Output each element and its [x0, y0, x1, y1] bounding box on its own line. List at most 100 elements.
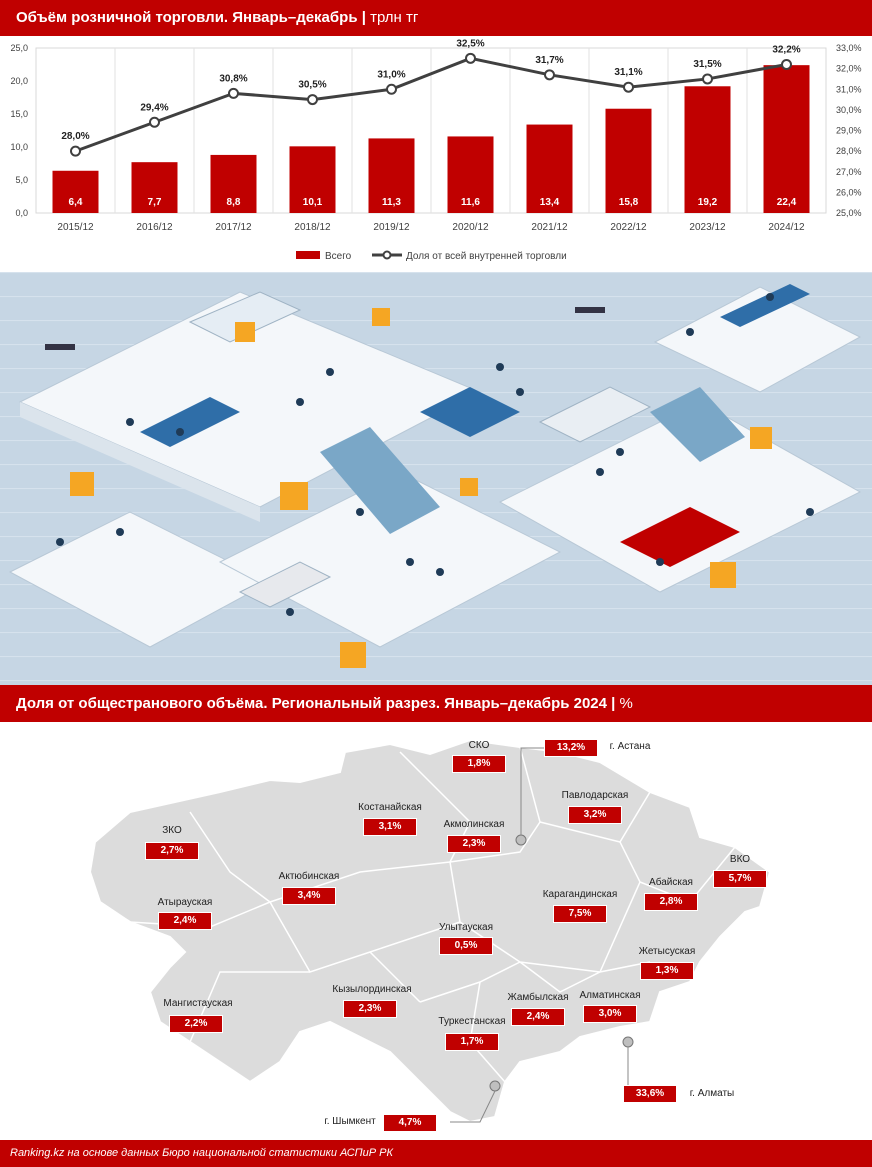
region-value: 7,5% [553, 905, 607, 923]
x-tick-label: 2018/12 [294, 222, 331, 233]
chart-unit: трлн тг [370, 9, 419, 26]
bar-value-label: 15,8 [619, 197, 639, 208]
y2-tick-label: 32,0% [836, 64, 862, 74]
bar [526, 124, 573, 213]
region-value: 1,3% [640, 962, 694, 980]
region-value: 2,8% [644, 893, 698, 911]
share-point [465, 52, 476, 64]
chart-title-wrap: Объём розничной торговли. Январь–декабрь… [16, 9, 418, 26]
share-point [781, 59, 792, 70]
bar-value-label: 13,4 [540, 197, 560, 208]
share-value-label: 30,5% [298, 80, 326, 91]
shymkent-marker [489, 1080, 501, 1092]
title-separator: | [361, 9, 371, 26]
city-value: 33,6% [623, 1085, 677, 1103]
shopping-mall-illustration [0, 272, 872, 685]
isometric-mall-drawing [0, 272, 872, 685]
share-value-label: 32,2% [772, 45, 800, 56]
legend-line-marker [382, 250, 392, 260]
region-label: Актюбинская [278, 871, 340, 882]
share-point [70, 145, 81, 157]
y-tick-label: 25,0 [10, 43, 28, 53]
chart-title: Объём розничной торговли. Январь–декабрь [16, 9, 358, 26]
region-label: Туркестанская [438, 1016, 506, 1027]
region-value: 3,1% [363, 818, 417, 836]
region-value: 2,3% [447, 835, 501, 853]
y2-tick-label: 25,0% [836, 208, 862, 218]
region-label: СКО [468, 740, 490, 751]
share-line [74, 56, 787, 153]
share-value-label: 31,5% [693, 59, 721, 70]
bar [210, 154, 257, 213]
x-tick-label: 2016/12 [136, 222, 173, 233]
bar [289, 146, 336, 213]
share-value-label: 30,8% [219, 73, 247, 84]
region-label: Акмолинская [443, 819, 505, 830]
y2-tick-label: 29,0% [836, 126, 862, 136]
x-tick-label: 2017/12 [215, 222, 252, 233]
region-label: Мангистауская [163, 998, 233, 1009]
source-note: Ranking.kz на основе данных Бюро национа… [10, 1147, 393, 1159]
share-value-label: 31,7% [535, 55, 563, 66]
x-tick-label: 2019/12 [373, 222, 410, 233]
region-value: 5,7% [713, 870, 767, 888]
region-value: 2,4% [158, 912, 212, 930]
footer: Ranking.kz на основе данных Бюро национа… [0, 1140, 872, 1167]
retail-volume-chart: 0,0 5,0 10,0 15,0 20,0 25,0 25,0% 26,0% 27,0% 28,… [10, 38, 862, 262]
bar-value-label: 10,1 [303, 197, 323, 208]
bar [368, 138, 415, 213]
bar [684, 86, 731, 213]
region-label: Улытауская [438, 922, 494, 933]
legend-bar-label: Всего [325, 251, 352, 262]
map-header: Доля от общестранового объёма. Региональ… [0, 685, 872, 722]
share-value-label: 31,0% [377, 69, 405, 80]
legend-line-label: Доля от всей внутренней торговли [406, 251, 567, 262]
city-value: 4,7% [383, 1114, 437, 1132]
share-point [702, 73, 713, 85]
region-value: 3,2% [568, 806, 622, 824]
region-label: Алматинская [579, 990, 641, 1001]
y2-tick-label: 33,0% [836, 43, 862, 53]
bar [605, 108, 652, 213]
region-value: 3,4% [282, 887, 336, 905]
x-tick-label: 2015/12 [57, 222, 94, 233]
region-label: Кызылординская [332, 984, 412, 995]
bar-value-label: 11,3 [382, 197, 401, 208]
bar-value-label: 19,2 [698, 197, 718, 208]
share-value-label: 32,5% [456, 38, 484, 49]
region-value: 1,8% [452, 755, 506, 773]
region-label: ВКО [729, 854, 751, 865]
region-label: Жамбылская [507, 992, 569, 1003]
region-label: Жетысуская [638, 946, 696, 957]
title-separator: | [611, 695, 620, 712]
region-label: Костанайская [358, 802, 422, 813]
region-value: 2,2% [169, 1015, 223, 1033]
city-label: г. Астана [609, 741, 651, 752]
share-value-label: 28,0% [61, 131, 89, 142]
share-value-label: 29,4% [140, 102, 168, 113]
region-label: Атырауская [157, 897, 213, 908]
share-point [149, 116, 160, 128]
astana-marker [515, 834, 527, 846]
bar [447, 136, 494, 213]
bar [52, 170, 99, 213]
share-value-label: 31,1% [614, 67, 642, 78]
region-label: Карагандинская [542, 889, 618, 900]
city-value: 13,2% [544, 739, 598, 757]
region-value: 0,5% [439, 937, 493, 955]
bar [763, 65, 810, 213]
kazakhstan-map: СКО 1,8% Костанайская 3,1% Акмолинская 2… [0, 722, 872, 1140]
share-point [307, 94, 318, 106]
bar [131, 162, 178, 213]
region-value: 2,4% [511, 1008, 565, 1026]
bar-value-label: 6,4 [69, 197, 83, 208]
x-tick-label: 2023/12 [689, 222, 726, 233]
x-tick-label: 2022/12 [610, 222, 647, 233]
x-tick-label: 2021/12 [531, 222, 568, 233]
city-label: г. Алматы [689, 1088, 735, 1099]
y2-tick-label: 31,0% [836, 84, 862, 94]
region-label: ЗКО [162, 825, 182, 836]
map-shape [88, 738, 772, 1124]
almaty-marker [622, 1036, 634, 1048]
y2-tick-label: 26,0% [836, 187, 862, 197]
